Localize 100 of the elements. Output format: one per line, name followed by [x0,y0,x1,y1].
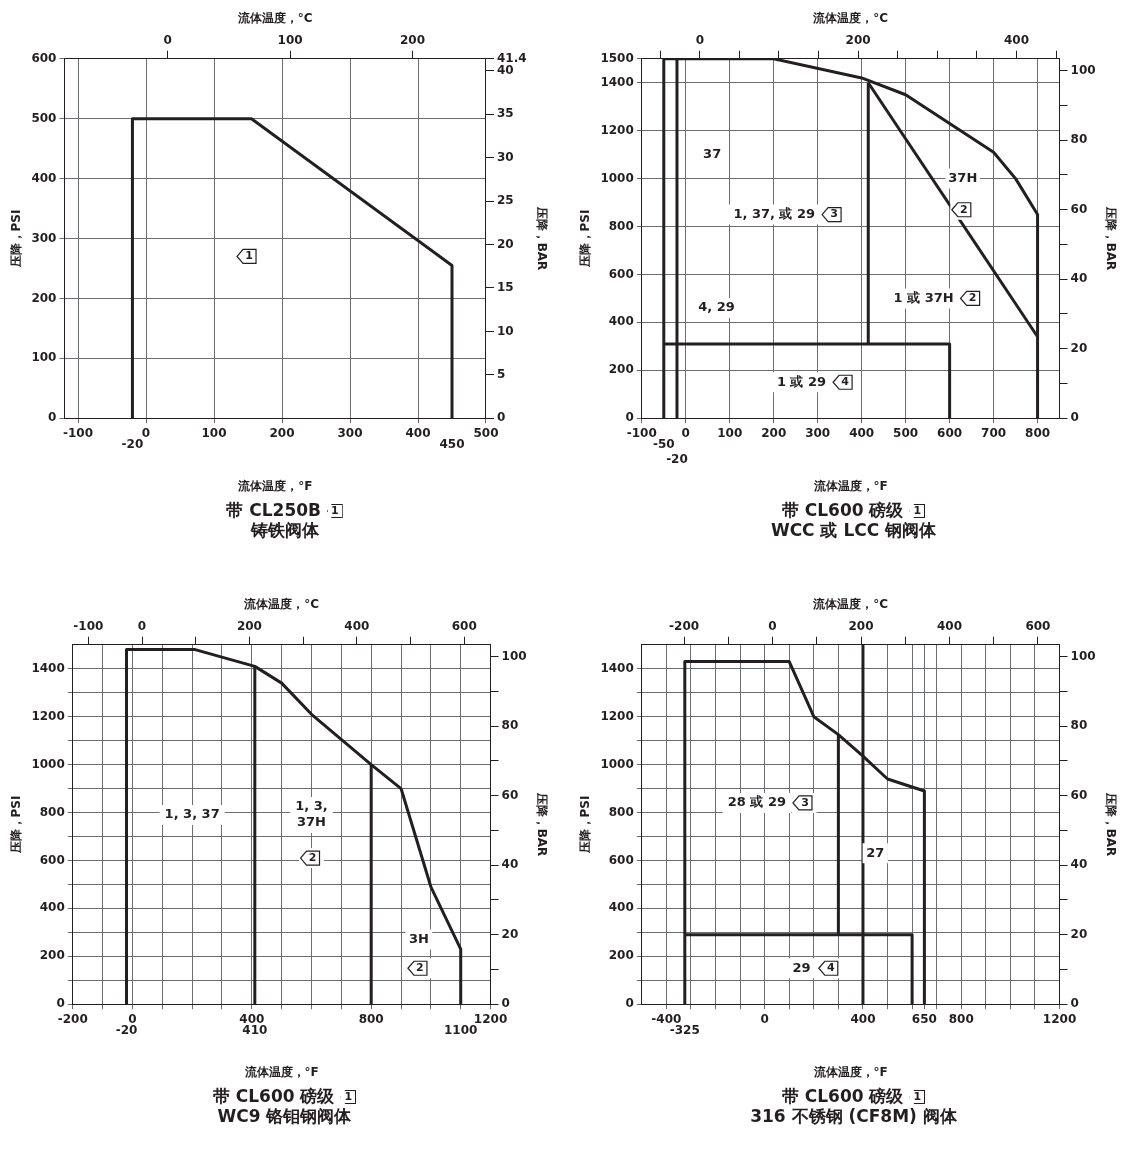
x-axis-title: 流体温度，°F [812,1064,888,1079]
x2-tick-label: 100 [277,32,303,47]
y-tick-label: 600 [39,852,65,867]
x-tick-label: 1200 [473,1011,508,1026]
y-tick-label: 0 [625,410,634,425]
y-tick-label: 800 [608,804,634,819]
y-tick-label: 1000 [600,170,634,185]
x-tick-label: 0 [760,1011,769,1026]
y-tick-label: 1400 [31,660,65,675]
y2-tick-label: 40 [496,63,514,78]
text: 1 [327,504,343,518]
annotation: 1, 37, 或 29 [733,205,816,221]
x2-axis-title: 流体温度，°C [812,11,889,26]
x-tick-label: 200 [761,425,787,440]
x-tick-label: -100 [626,425,657,440]
x-tick-label: 0 [141,425,151,440]
annotation: 3 [801,795,809,809]
y-tick-label: 800 [39,804,65,819]
x2-tick-label: 400 [936,618,962,633]
x-tick-label: 0 [681,425,690,440]
annotation: 29 [792,959,811,975]
y2-tick-label: 100 [501,648,527,663]
x-tick-label: 800 [1025,425,1051,440]
y-axis-title: 压降，PSI [9,209,24,269]
y2-tick-label: 41.4 [496,50,527,65]
x2-tick-label: 0 [695,32,705,47]
y2-tick-label: 20 [1070,340,1088,355]
y-tick-label: 400 [608,314,634,329]
y-tick-label: 1000 [31,756,65,771]
y-tick-label: 1200 [600,122,634,137]
x-tick-label: 1200 [1042,1011,1077,1026]
x2-tick-label: 200 [845,32,871,47]
annotation: 1 [245,249,253,263]
y-axis-title: 压降，PSI [578,795,593,855]
y2-tick-label: 60 [1070,201,1088,216]
annotation: 3 [830,207,838,221]
y2-tick-label: 80 [1070,718,1088,733]
text: 1 [909,504,926,518]
x2-axis-title: 流体温度，°C [812,597,889,612]
annotation: 37 [703,146,722,162]
annotation: 2 [308,850,317,864]
y-tick-label: 200 [31,290,57,305]
y2-tick-label: 100 [1070,62,1096,77]
y2-tick-label: 35 [496,106,514,121]
y-tick-label: 400 [39,900,65,915]
y-tick-label: 0 [56,996,65,1011]
annotation: 2 [959,202,968,216]
y2-tick-label: 40 [501,857,519,872]
x2-tick-label: 200 [400,32,426,47]
text: WC9 铬钼钢阀体 [216,1106,353,1126]
x-tick-label: 600 [937,425,963,440]
annotation: 410 [242,1023,268,1038]
y-tick-label: 600 [608,266,634,281]
y2-tick-label: 0 [496,410,506,425]
y2-tick-label: 30 [496,149,514,164]
y2-axis-title: 压降，BAR [1103,205,1118,271]
y-tick-label: 1400 [600,660,634,675]
x-tick-label: 400 [239,1011,265,1026]
x-tick-label: 200 [269,425,295,440]
y-tick-label: 200 [608,362,634,377]
annotation: 2 [968,291,977,305]
x2-axis-title: 流体温度，°C [243,597,320,612]
y2-axis-title: 压降，BAR [1103,791,1118,857]
annotation: 4 [826,961,835,975]
x2-tick-label: 400 [344,618,370,633]
y2-tick-label: 20 [496,236,514,251]
text: 带 CL600 磅级 [212,1086,335,1106]
x-tick-label: 0 [128,1011,137,1026]
text: WCC 或 LCC 钢阀体 [769,520,938,540]
annotation: 1100 [444,1023,478,1038]
text: 1 [909,1090,926,1104]
y-tick-label: 200 [39,948,65,963]
x-tick-label: 100 [717,425,743,440]
x2-tick-label: 0 [163,32,172,47]
y-tick-label: 0 [48,410,57,425]
y2-tick-label: 60 [501,787,519,802]
y-tick-label: 600 [31,50,57,65]
x-tick-label: -100 [63,425,94,440]
x2-tick-label: 400 [1003,32,1030,47]
text: 带 CL600 磅级 [781,1086,904,1106]
annotation: 4 [841,375,850,389]
x-tick-label: 400 [850,1011,876,1026]
y2-tick-label: 40 [1070,857,1088,872]
y2-axis-title: 压降，BAR [534,205,549,271]
y2-tick-label: 40 [1070,271,1088,286]
y2-tick-label: 0 [1070,996,1079,1011]
y2-tick-label: 100 [1070,648,1096,663]
annotation: 37H [948,169,978,185]
y-tick-label: 1400 [600,74,634,89]
x-tick-label: 300 [337,425,363,440]
y2-tick-label: 20 [1070,926,1088,941]
annotation: 1 或 29 [776,373,827,389]
annotation: 4, 29 [698,299,735,315]
y-tick-label: 400 [608,900,634,915]
annotation: -20 [666,452,688,467]
x-tick-label: 400 [405,425,431,440]
x-tick-label: -400 [651,1011,682,1026]
y2-axis-title: 压降，BAR [534,791,549,857]
x-axis-title: 流体温度，°F [237,478,313,493]
x2-tick-label: 0 [768,618,777,633]
